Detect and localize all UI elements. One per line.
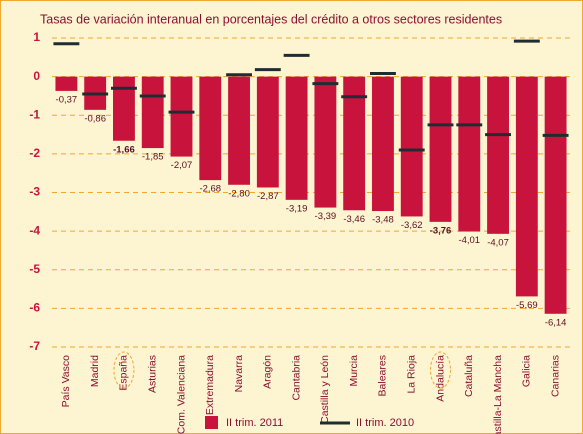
value-label: -3,48: [372, 215, 394, 226]
y-tick-label: -3: [29, 185, 40, 199]
bar: [256, 76, 279, 188]
value-label: -5,69: [516, 300, 538, 311]
x-tick-label: Baleares: [377, 355, 389, 396]
y-tick-label: 1: [33, 30, 40, 44]
x-tick-label: Aragón: [262, 355, 274, 389]
bar: [458, 76, 481, 232]
value-label: -3,46: [343, 214, 365, 225]
value-label: -1,85: [142, 152, 164, 163]
bar: [487, 76, 509, 234]
highlight-ring: [113, 351, 135, 389]
bar: [228, 76, 250, 185]
bar: [314, 76, 337, 208]
bar: [544, 76, 567, 314]
x-tick-label: Murcia: [348, 355, 360, 387]
bar: [113, 76, 135, 141]
x-tick-label: Galicia: [521, 355, 533, 387]
y-tick-label: -2: [29, 146, 40, 160]
x-tick-label: Com. Valenciana: [175, 355, 187, 434]
x-tick-label: España: [118, 355, 130, 391]
y-tick-label: -6: [29, 301, 40, 315]
value-label: -3,39: [315, 211, 337, 222]
value-label: -3,19: [286, 203, 308, 214]
bar: [141, 76, 164, 149]
y-tick-label: -5: [29, 262, 40, 276]
bar: [372, 76, 394, 212]
legend-label: II trim. 2011: [226, 417, 283, 429]
bar: [429, 76, 452, 222]
highlight-ring: [430, 351, 451, 389]
x-tick-label: Navarra: [233, 355, 245, 393]
value-label: -0,37: [56, 94, 78, 105]
x-tick-label: La Rioja: [406, 355, 418, 394]
value-label: -3,76: [430, 225, 452, 236]
bar: [515, 76, 538, 297]
value-label: -1,66: [113, 144, 135, 155]
value-label: -2,07: [171, 160, 193, 171]
y-tick-label: -7: [29, 339, 40, 353]
value-label: -4,01: [458, 235, 480, 246]
bar: [170, 76, 193, 157]
x-tick-label: Cataluña: [463, 355, 475, 397]
value-label: -2,68: [199, 184, 221, 195]
bar: [199, 76, 222, 181]
y-tick-label: 0: [33, 69, 40, 83]
x-tick-label: Andalucía: [434, 355, 446, 402]
x-tick-label: País Vasco: [60, 355, 72, 407]
value-label: -0,86: [84, 113, 106, 124]
x-tick-label: Asturias: [147, 355, 159, 393]
x-tick-label: Canarias: [549, 355, 561, 397]
bar: [285, 76, 308, 200]
value-label: -2,87: [257, 191, 279, 202]
chart-title: Tasas de variación interanual en porcent…: [40, 12, 502, 26]
value-label: -2,80: [228, 188, 250, 199]
legend-swatch: [205, 416, 218, 429]
y-tick-label: -4: [29, 223, 40, 237]
legend-label: II trim. 2010: [356, 417, 414, 429]
x-tick-label: Extremadura: [204, 355, 216, 415]
bar: [343, 76, 366, 211]
y-tick-label: -1: [29, 107, 40, 121]
x-tick-label: Castilla-La Mancha: [492, 355, 504, 434]
value-label: -6,14: [545, 317, 567, 328]
value-label: -4,07: [487, 237, 509, 248]
value-label: -3,62: [401, 220, 423, 231]
x-tick-label: Cantabria: [290, 355, 302, 401]
bar: [55, 76, 78, 91]
x-tick-label: Madrid: [89, 355, 101, 387]
bar: [400, 76, 423, 217]
x-tick-label: Castilla y León: [319, 355, 331, 424]
